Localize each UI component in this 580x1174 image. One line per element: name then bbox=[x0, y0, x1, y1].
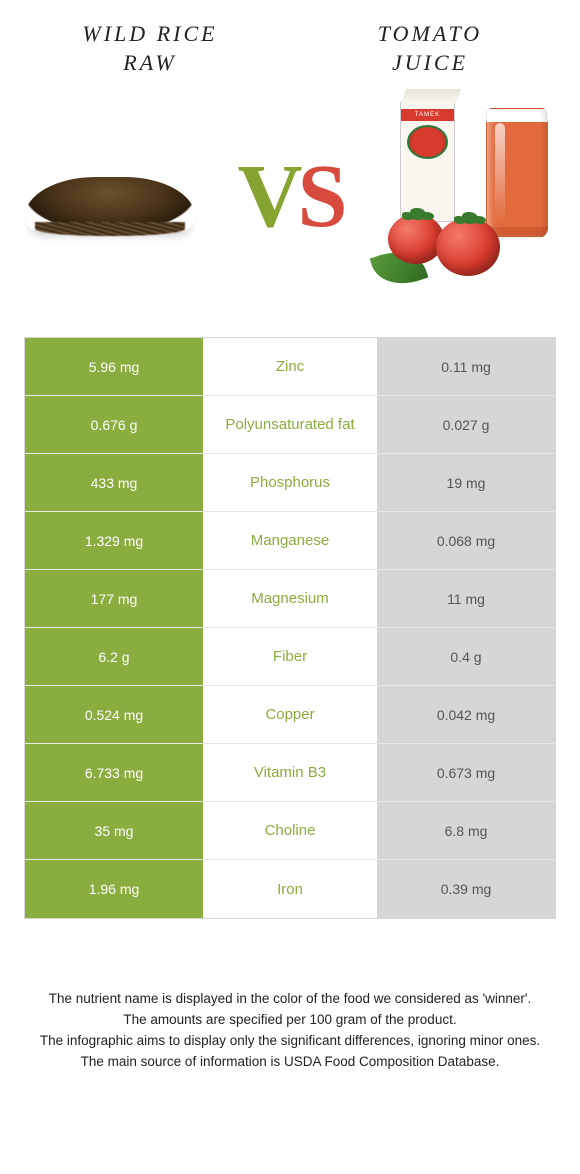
tomato-icon bbox=[388, 214, 444, 264]
wild-rice-image bbox=[20, 107, 200, 287]
left-value: 1.96 mg bbox=[25, 860, 203, 918]
left-value: 433 mg bbox=[25, 454, 203, 511]
right-title: Tomato Juice bbox=[330, 20, 530, 77]
nutrient-name: Copper bbox=[203, 686, 377, 743]
nutrient-name: Zinc bbox=[203, 338, 377, 395]
left-value: 35 mg bbox=[25, 802, 203, 859]
footer-notes: The nutrient name is displayed in the co… bbox=[30, 989, 550, 1073]
right-value: 0.4 g bbox=[377, 628, 555, 685]
footer-line: The main source of information is USDA F… bbox=[30, 1052, 550, 1073]
left-value: 1.329 mg bbox=[25, 512, 203, 569]
right-value: 19 mg bbox=[377, 454, 555, 511]
left-title-line1: Wild Rice bbox=[82, 21, 217, 46]
vs-v: V bbox=[237, 147, 297, 246]
right-title-line1: Tomato bbox=[378, 21, 482, 46]
vs-label: VS bbox=[237, 152, 342, 242]
right-title-line2: Juice bbox=[392, 50, 468, 75]
table-row: 35 mgCholine6.8 mg bbox=[25, 802, 555, 860]
left-title: Wild Rice Raw bbox=[50, 20, 250, 77]
rice-pile-icon bbox=[25, 162, 195, 232]
right-value: 11 mg bbox=[377, 570, 555, 627]
right-value: 0.068 mg bbox=[377, 512, 555, 569]
nutrient-name: Vitamin B3 bbox=[203, 744, 377, 801]
left-value: 6.733 mg bbox=[25, 744, 203, 801]
table-row: 5.96 mgZinc0.11 mg bbox=[25, 338, 555, 396]
table-row: 1.329 mgManganese0.068 mg bbox=[25, 512, 555, 570]
table-row: 0.676 gPolyunsaturated fat0.027 g bbox=[25, 396, 555, 454]
tomato-juice-icon: TAMEK bbox=[380, 102, 560, 292]
table-row: 6.2 gFiber0.4 g bbox=[25, 628, 555, 686]
tomato-juice-image: TAMEK bbox=[380, 107, 560, 287]
vs-s: S bbox=[297, 147, 342, 246]
nutrient-name: Manganese bbox=[203, 512, 377, 569]
nutrient-table: 5.96 mgZinc0.11 mg0.676 gPolyunsaturated… bbox=[24, 337, 556, 919]
table-row: 1.96 mgIron0.39 mg bbox=[25, 860, 555, 918]
right-value: 0.042 mg bbox=[377, 686, 555, 743]
tomato-icon bbox=[436, 218, 500, 276]
footer-line: The amounts are specified per 100 gram o… bbox=[30, 1010, 550, 1031]
nutrient-name: Phosphorus bbox=[203, 454, 377, 511]
nutrient-name: Choline bbox=[203, 802, 377, 859]
header: Wild Rice Raw Tomato Juice bbox=[0, 0, 580, 77]
right-value: 6.8 mg bbox=[377, 802, 555, 859]
juice-carton-icon: TAMEK bbox=[400, 102, 455, 222]
juice-glass-icon bbox=[486, 108, 548, 238]
nutrient-name: Fiber bbox=[203, 628, 377, 685]
left-value: 0.676 g bbox=[25, 396, 203, 453]
nutrient-name: Iron bbox=[203, 860, 377, 918]
nutrient-name: Polyunsaturated fat bbox=[203, 396, 377, 453]
left-value: 6.2 g bbox=[25, 628, 203, 685]
right-value: 0.673 mg bbox=[377, 744, 555, 801]
images-row: VS TAMEK bbox=[0, 77, 580, 337]
left-value: 5.96 mg bbox=[25, 338, 203, 395]
table-row: 0.524 mgCopper0.042 mg bbox=[25, 686, 555, 744]
nutrient-name: Magnesium bbox=[203, 570, 377, 627]
table-row: 433 mgPhosphorus19 mg bbox=[25, 454, 555, 512]
left-title-line2: Raw bbox=[123, 50, 176, 75]
right-value: 0.027 g bbox=[377, 396, 555, 453]
right-value: 0.11 mg bbox=[377, 338, 555, 395]
footer-line: The nutrient name is displayed in the co… bbox=[30, 989, 550, 1010]
left-value: 0.524 mg bbox=[25, 686, 203, 743]
table-row: 6.733 mgVitamin B30.673 mg bbox=[25, 744, 555, 802]
left-value: 177 mg bbox=[25, 570, 203, 627]
footer-line: The infographic aims to display only the… bbox=[30, 1031, 550, 1052]
table-row: 177 mgMagnesium11 mg bbox=[25, 570, 555, 628]
right-value: 0.39 mg bbox=[377, 860, 555, 918]
